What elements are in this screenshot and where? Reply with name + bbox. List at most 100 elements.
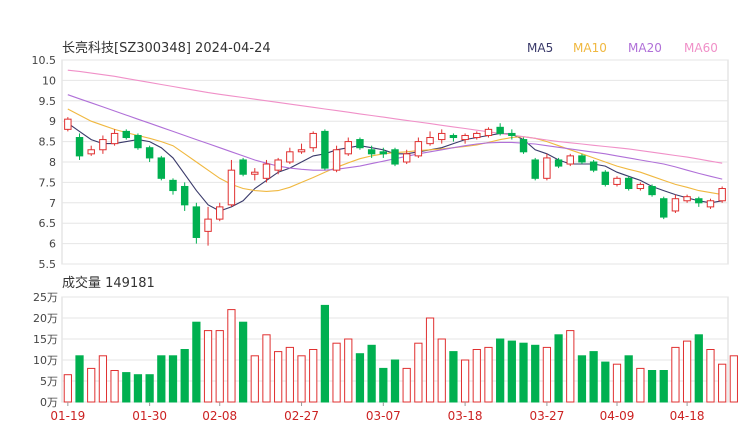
volume-bar-down	[192, 321, 201, 403]
volume-tick-label: 0万	[40, 396, 58, 409]
candle-body-down	[134, 134, 142, 149]
volume-bar-down	[589, 351, 598, 403]
candle	[473, 131, 481, 140]
candle-body-down	[578, 155, 586, 163]
candle	[297, 143, 306, 154]
price-tick-label: 6	[49, 238, 56, 251]
candle-body-down	[192, 206, 201, 238]
candle	[496, 123, 504, 136]
candle-body-down	[624, 177, 633, 190]
x-tick-label: 02-08	[202, 409, 237, 423]
candle-body-up	[636, 183, 645, 190]
volume-bar-down	[531, 344, 540, 403]
volume-bar-up	[636, 367, 645, 403]
candle-body-up	[227, 169, 236, 206]
volume-bar-down	[168, 355, 178, 403]
volume-bar-up	[98, 355, 108, 403]
candle-body-up	[99, 139, 107, 151]
volume-bar-up	[227, 309, 236, 403]
candle	[134, 133, 142, 150]
candle-body-down	[122, 130, 130, 139]
volume-bar-up	[203, 330, 213, 403]
x-tick-label: 03-07	[366, 409, 401, 423]
legend-ma20: MA20	[628, 41, 662, 55]
legend: MA5 MA10 MA20 MA60	[527, 41, 718, 55]
candle	[624, 176, 633, 191]
candle	[99, 135, 107, 154]
volume-bars	[63, 304, 738, 403]
candle-body-down	[239, 159, 247, 175]
candle	[192, 202, 201, 244]
candle-body-up	[332, 149, 341, 171]
candle-body-up	[543, 157, 551, 179]
legend-ma60: MA60	[684, 41, 718, 55]
candle	[216, 202, 224, 222]
candle-body-down	[589, 161, 598, 171]
price-grid	[61, 59, 729, 265]
price-tick-label: 9.5	[39, 95, 57, 108]
candle-body-down	[601, 171, 610, 185]
x-tick-label: 04-18	[670, 409, 705, 423]
volume-bar-up	[706, 349, 715, 403]
candle-body-up	[718, 188, 726, 202]
ma5-line	[67, 122, 723, 212]
volume-bar-down	[659, 370, 668, 403]
candle	[367, 145, 376, 158]
candle-body-down	[449, 134, 458, 139]
volume-bar-up	[332, 342, 341, 403]
candle-body-up	[274, 159, 282, 171]
volume-tick-label: 10万	[33, 354, 58, 367]
price-tick-label: 7.5	[39, 176, 57, 189]
volume-bar-up	[437, 338, 446, 403]
volume-bar-up	[262, 334, 271, 403]
candlesticks	[64, 117, 726, 246]
volume-bar-up	[297, 355, 306, 403]
x-tick-label: 01-19	[50, 409, 85, 423]
volume-bar-down	[694, 334, 703, 403]
candle-body-down	[379, 151, 388, 155]
candle	[251, 168, 259, 181]
candle-body-down	[356, 139, 364, 149]
candle-body-up	[473, 132, 481, 139]
volume-bar-up	[612, 363, 622, 403]
legend-ma5: MA5	[527, 41, 553, 55]
volume-tick-label: 15万	[33, 333, 58, 346]
candle-body-up	[414, 141, 423, 157]
candle-body-down	[648, 185, 656, 196]
volume-bar-down	[320, 304, 330, 403]
volume-bar-up	[718, 363, 727, 403]
candle	[402, 149, 411, 165]
volume-bar-down	[367, 344, 376, 403]
candle-body-up	[402, 153, 411, 163]
candle	[438, 129, 446, 144]
candle	[145, 145, 154, 162]
candle-body-down	[391, 149, 399, 165]
x-tick-label: 03-27	[529, 409, 564, 423]
candle-body-up	[251, 171, 259, 175]
candle-body-down	[660, 198, 668, 218]
price-tick-label: 9	[49, 115, 56, 128]
candle	[286, 147, 294, 165]
volume-bar-down	[519, 342, 528, 403]
candle-body-down	[496, 126, 504, 134]
candle-body-up	[262, 163, 271, 179]
candle	[122, 129, 130, 140]
price-tick-label: 8	[49, 156, 56, 169]
candle	[671, 194, 680, 213]
volume-tick-label: 20万	[33, 312, 58, 325]
volume-bar-up	[215, 330, 224, 403]
volume-bar-down	[577, 355, 587, 403]
x-axis: 01-19 01-30 02-08 02-27 03-07 03-18 03-27 04-09…	[50, 402, 705, 423]
volume-bar-down	[157, 355, 166, 403]
x-tick-label: 03-18	[448, 409, 483, 423]
candle	[426, 131, 434, 146]
candle	[718, 186, 726, 203]
candle-body-up	[461, 134, 469, 141]
candle	[660, 196, 668, 220]
volume-bar-up	[285, 346, 294, 403]
volume-bar-up	[274, 351, 283, 403]
candle	[613, 176, 621, 187]
x-tick-label: 01-30	[132, 409, 167, 423]
volume-tick-label: 5万	[40, 375, 58, 388]
